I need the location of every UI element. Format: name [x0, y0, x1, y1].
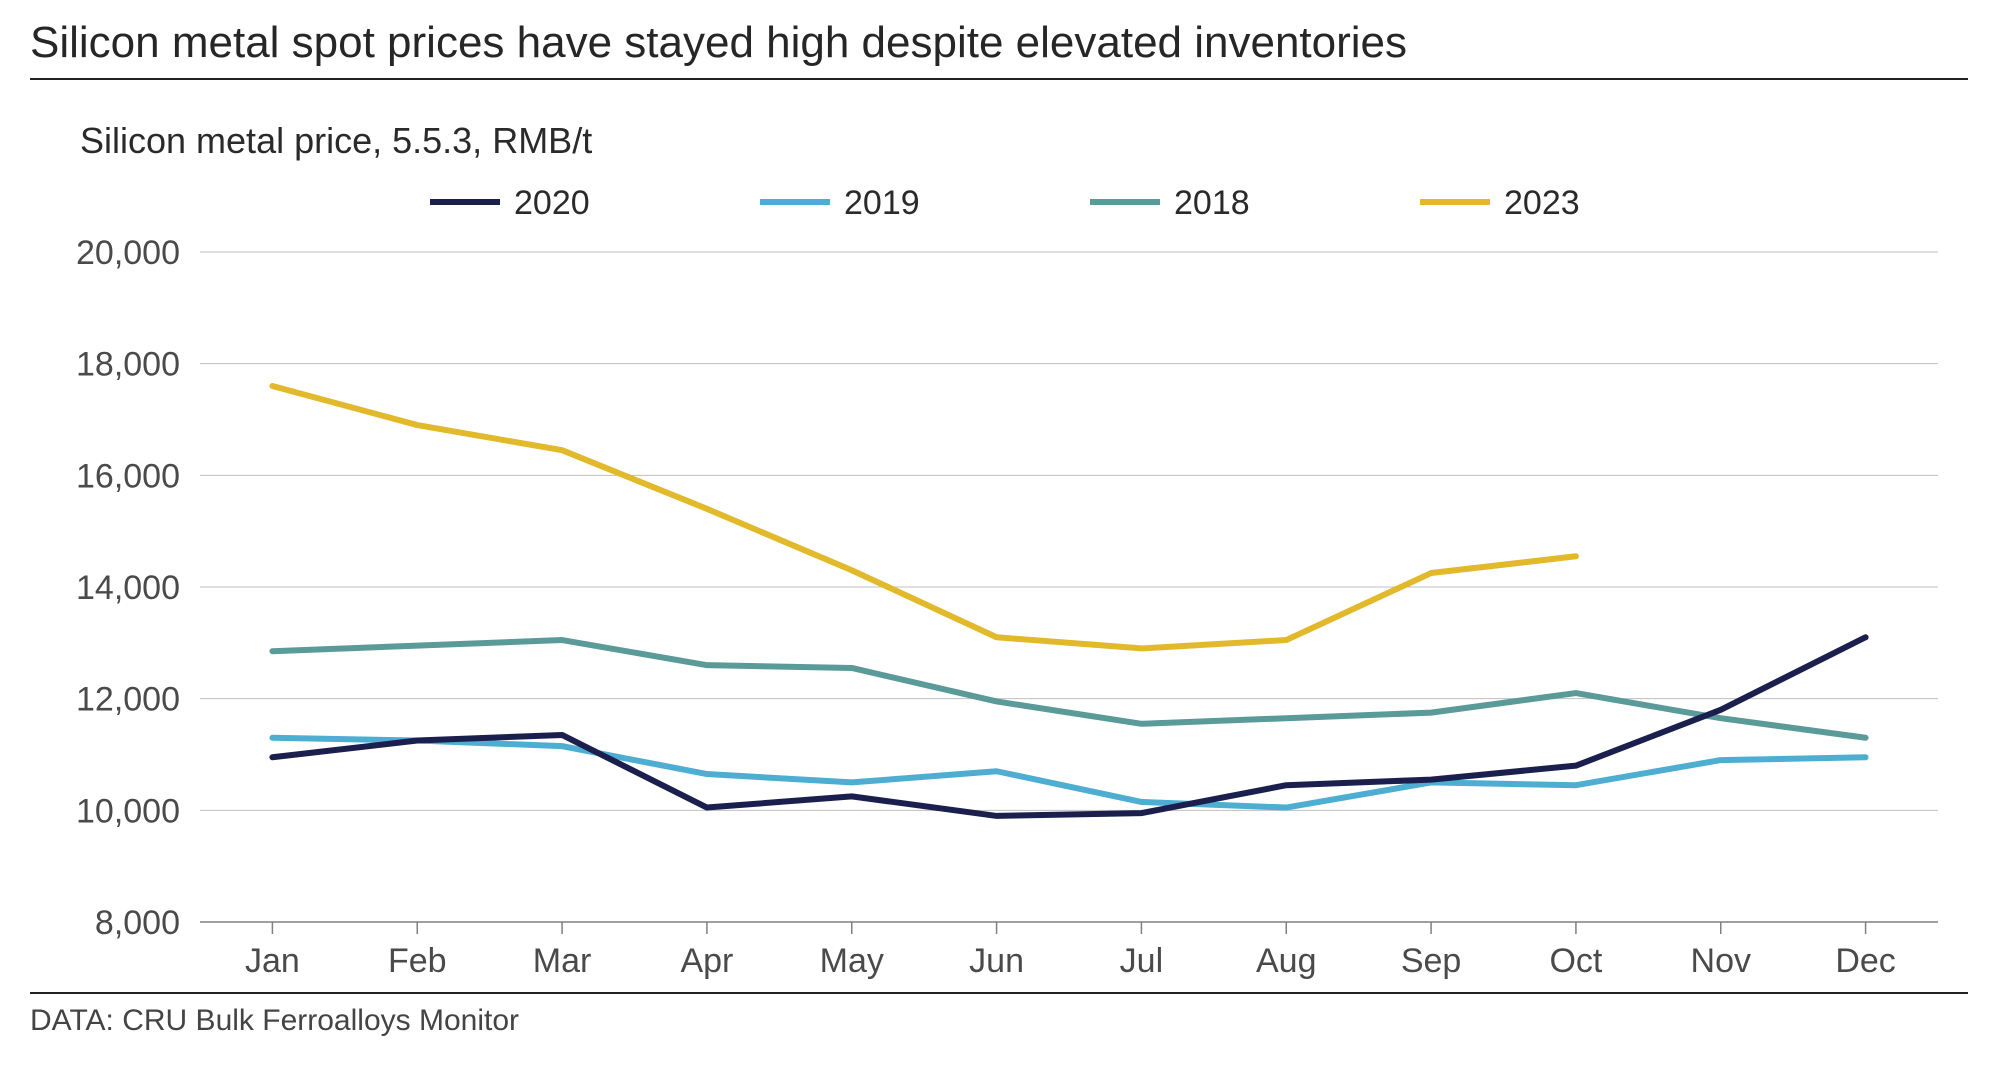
y-axis-label: 20,000 — [76, 234, 180, 272]
x-axis-label: Feb — [388, 942, 447, 980]
legend-label: 2018 — [1174, 184, 1250, 222]
x-axis-label: Apr — [680, 942, 733, 980]
series-line-2018 — [272, 640, 1865, 738]
y-axis-label: 8,000 — [95, 904, 180, 942]
x-axis-label: Dec — [1835, 942, 1895, 980]
legend-label: 2019 — [844, 184, 920, 222]
divider-bottom — [30, 992, 1968, 994]
x-axis-label: Nov — [1691, 942, 1751, 980]
divider-top — [30, 78, 1968, 80]
x-axis-label: Mar — [533, 942, 592, 980]
data-source: DATA: CRU Bulk Ferroalloys Monitor — [30, 1004, 1968, 1038]
x-axis-label: Aug — [1256, 942, 1317, 980]
y-axis-label: 14,000 — [76, 569, 180, 607]
line-chart: 8,000 10,000 12,000 14,000 16,000 18,000 20,00… — [30, 172, 1968, 992]
legend-label: 2023 — [1504, 184, 1580, 222]
y-axis-label: 12,000 — [76, 681, 180, 719]
x-axis-label: Sep — [1401, 942, 1462, 980]
x-axis-label: Jan — [245, 942, 300, 980]
chart-svg: 8,000 10,000 12,000 14,000 16,000 18,000 20,00… — [30, 172, 1968, 992]
y-axis-label: 16,000 — [76, 457, 180, 495]
legend-label: 2020 — [514, 184, 590, 222]
x-axis-label: Jun — [969, 942, 1024, 980]
x-axis-label: May — [820, 942, 884, 980]
chart-subtitle: Silicon metal price, 5.5.3, RMB/t — [80, 120, 1968, 162]
chart-title: Silicon metal spot prices have stayed hi… — [30, 18, 1968, 76]
x-axis-label: Jul — [1120, 942, 1163, 980]
x-axis-label: Oct — [1549, 942, 1602, 980]
y-axis-label: 18,000 — [76, 346, 180, 384]
series-line-2023 — [272, 386, 1576, 648]
y-axis-label: 10,000 — [76, 792, 180, 830]
